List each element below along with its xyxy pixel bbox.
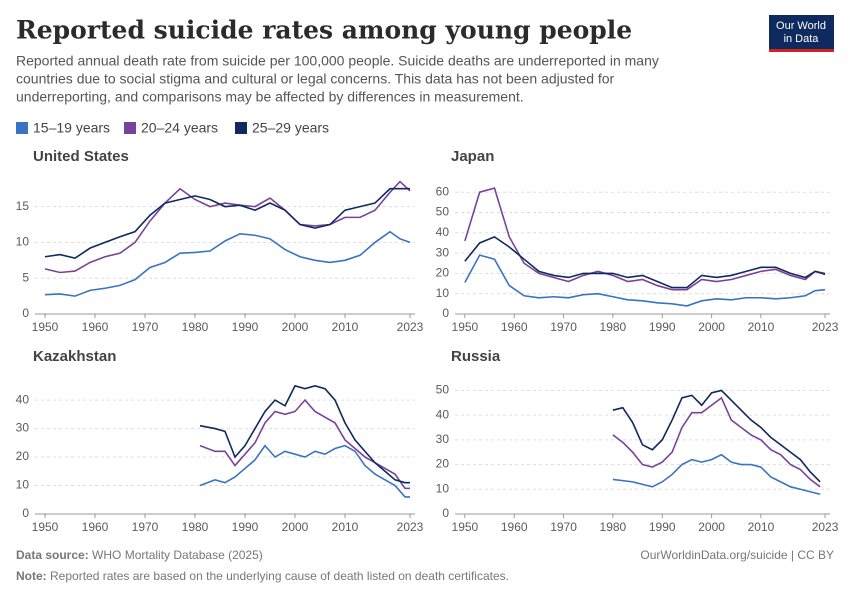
x-tick-label: 1970 bbox=[132, 520, 159, 534]
source-label: Data source: bbox=[16, 548, 89, 562]
panel-title: Russia bbox=[451, 348, 501, 365]
panel-title: Japan bbox=[451, 148, 494, 165]
x-tick-label: 2000 bbox=[698, 320, 725, 334]
x-tick-label: 1950 bbox=[32, 320, 59, 334]
y-tick-label: 50 bbox=[436, 205, 450, 219]
series-line: 15–19 years bbox=[199, 444, 410, 498]
x-tick-label: 1980 bbox=[182, 320, 209, 334]
x-tick-label: 2010 bbox=[332, 520, 359, 534]
y-tick-label: 0 bbox=[442, 306, 449, 320]
y-tick-label: 10 bbox=[436, 286, 450, 300]
subtitle: Reported annual death rate from suicide … bbox=[16, 53, 659, 69]
legend-label: 25–29 years bbox=[252, 120, 329, 136]
y-tick-label: 0 bbox=[442, 506, 449, 520]
y-tick-label: 10 bbox=[16, 478, 30, 492]
logo-text: Our World bbox=[776, 20, 826, 32]
panel-title: Kazakhstan bbox=[33, 348, 116, 365]
x-tick-label: 1950 bbox=[452, 320, 479, 334]
x-tick-label: 2023 bbox=[397, 520, 424, 534]
x-tick-label: 1970 bbox=[132, 320, 159, 334]
y-tick-label: 15 bbox=[16, 199, 30, 213]
y-tick-label: 5 bbox=[22, 270, 29, 284]
source-text: WHO Mortality Database (2025) bbox=[92, 548, 263, 562]
url[interactable]: OurWorldinData.org/suicide | CC BY bbox=[640, 548, 834, 562]
note-label: Note: bbox=[16, 569, 47, 583]
series-line: 15–19 years bbox=[612, 453, 821, 496]
y-tick-label: 10 bbox=[16, 235, 30, 249]
logo[interactable] bbox=[769, 15, 834, 52]
series-line: 25–29 years bbox=[44, 187, 410, 260]
subtitle: underreporting, and comparisons may be a… bbox=[16, 89, 524, 105]
x-tick-label: 1980 bbox=[600, 320, 627, 334]
logo-stripe bbox=[769, 49, 834, 52]
y-tick-label: 20 bbox=[436, 457, 450, 471]
x-tick-label: 1960 bbox=[82, 320, 109, 334]
x-tick-label: 1960 bbox=[82, 520, 109, 534]
logo-text: in Data bbox=[784, 33, 820, 45]
x-tick-label: 2010 bbox=[748, 520, 775, 534]
series-line: 20–24 years bbox=[464, 187, 826, 291]
x-tick-label: 2000 bbox=[698, 520, 725, 534]
x-tick-label: 1960 bbox=[501, 520, 528, 534]
y-tick-label: 30 bbox=[16, 421, 30, 435]
x-tick-label: 1990 bbox=[232, 320, 259, 334]
x-tick-label: 2010 bbox=[332, 320, 359, 334]
series-line: 25–29 years bbox=[612, 389, 821, 483]
x-tick-label: 2000 bbox=[282, 320, 309, 334]
series-line: 20–24 years bbox=[199, 398, 410, 490]
series-line: 20–24 years bbox=[44, 180, 411, 274]
y-tick-label: 60 bbox=[436, 184, 450, 198]
legend-swatch bbox=[124, 122, 136, 134]
series-line: 15–19 years bbox=[464, 254, 826, 307]
panel-title: United States bbox=[33, 148, 129, 165]
x-tick-label: 1970 bbox=[550, 320, 577, 334]
x-tick-label: 1990 bbox=[232, 520, 259, 534]
legend-swatch bbox=[235, 122, 247, 134]
series-line: 20–24 years bbox=[612, 396, 821, 488]
x-tick-label: 1970 bbox=[550, 520, 577, 534]
x-tick-label: 1960 bbox=[501, 320, 528, 334]
y-tick-label: 40 bbox=[436, 407, 450, 421]
y-tick-label: 10 bbox=[436, 481, 450, 495]
y-tick-label: 0 bbox=[22, 506, 29, 520]
legend-label: 20–24 years bbox=[141, 120, 218, 136]
x-tick-label: 1990 bbox=[649, 520, 676, 534]
legend-label: 15–19 years bbox=[33, 120, 110, 136]
x-tick-label: 2010 bbox=[748, 320, 775, 334]
y-tick-label: 40 bbox=[16, 392, 30, 406]
source: Data source: WHO Mortality Database (202… bbox=[16, 548, 263, 562]
y-tick-label: 40 bbox=[436, 225, 450, 239]
x-tick-label: 1990 bbox=[649, 320, 676, 334]
x-tick-label: 1980 bbox=[600, 520, 627, 534]
series-line: 25–29 years bbox=[199, 384, 410, 484]
x-tick-label: 2000 bbox=[282, 520, 309, 534]
legend-swatch bbox=[16, 122, 28, 134]
note: Note: Reported rates are based on the un… bbox=[16, 569, 509, 583]
y-tick-label: 20 bbox=[436, 266, 450, 280]
y-tick-label: 20 bbox=[16, 449, 30, 463]
y-tick-label: 30 bbox=[436, 245, 450, 259]
x-tick-label: 1950 bbox=[452, 520, 479, 534]
y-tick-label: 0 bbox=[22, 306, 29, 320]
y-tick-label: 50 bbox=[436, 383, 450, 397]
chart-title: Reported suicide rates among young peopl… bbox=[16, 16, 632, 45]
y-tick-label: 30 bbox=[436, 432, 450, 446]
note-text: Reported rates are based on the underlyi… bbox=[50, 569, 509, 583]
x-tick-label: 2023 bbox=[812, 320, 839, 334]
x-tick-label: 1980 bbox=[182, 520, 209, 534]
x-tick-label: 1950 bbox=[32, 520, 59, 534]
series-line: 25–29 years bbox=[464, 235, 826, 289]
x-tick-label: 2023 bbox=[812, 520, 839, 534]
series-line: 15–19 years bbox=[44, 230, 411, 297]
subtitle: countries due to social stigma and cultu… bbox=[16, 71, 615, 87]
x-tick-label: 2023 bbox=[397, 320, 424, 334]
